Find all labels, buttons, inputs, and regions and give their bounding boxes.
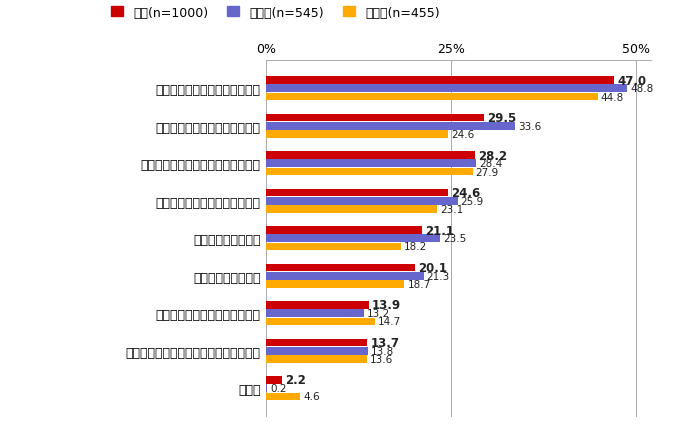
- Bar: [266, 160, 476, 168]
- Text: 2.2: 2.2: [286, 374, 306, 387]
- Text: 28.4: 28.4: [480, 159, 503, 169]
- Text: 47.0: 47.0: [617, 74, 646, 87]
- Bar: [266, 318, 374, 326]
- Text: 13.7: 13.7: [370, 336, 400, 349]
- Text: 18.7: 18.7: [407, 279, 430, 289]
- Text: 48.8: 48.8: [630, 84, 654, 94]
- Text: 29.5: 29.5: [487, 112, 517, 125]
- Bar: [266, 280, 405, 288]
- Text: 25.9: 25.9: [461, 196, 484, 206]
- Bar: [266, 168, 472, 176]
- Bar: [266, 235, 440, 243]
- Bar: [266, 243, 400, 251]
- Text: 28.2: 28.2: [477, 149, 507, 162]
- Bar: [266, 376, 282, 384]
- Bar: [266, 347, 368, 355]
- Text: 44.8: 44.8: [601, 92, 624, 102]
- Text: 24.6: 24.6: [451, 187, 480, 200]
- Legend: 全体(n=1000), 満足群(n=545), 不満群(n=455): 全体(n=1000), 満足群(n=545), 不満群(n=455): [111, 7, 440, 20]
- Text: 13.9: 13.9: [372, 299, 401, 312]
- Text: 20.1: 20.1: [418, 261, 447, 274]
- Text: 21.3: 21.3: [427, 271, 450, 281]
- Text: 21.1: 21.1: [425, 224, 454, 237]
- Bar: [266, 77, 614, 85]
- Text: 13.8: 13.8: [371, 346, 394, 356]
- Text: 4.6: 4.6: [303, 391, 320, 401]
- Text: 27.9: 27.9: [475, 167, 499, 177]
- Bar: [266, 85, 627, 93]
- Text: 13.6: 13.6: [370, 354, 393, 364]
- Bar: [266, 152, 475, 160]
- Bar: [266, 309, 364, 317]
- Bar: [266, 272, 424, 280]
- Text: 33.6: 33.6: [518, 122, 541, 132]
- Bar: [266, 122, 514, 131]
- Text: 23.1: 23.1: [440, 204, 463, 214]
- Text: 13.2: 13.2: [367, 309, 390, 319]
- Text: 23.5: 23.5: [443, 234, 466, 243]
- Bar: [266, 385, 267, 392]
- Text: 18.2: 18.2: [404, 242, 427, 252]
- Text: 0.2: 0.2: [270, 383, 287, 393]
- Bar: [266, 355, 367, 363]
- Bar: [266, 393, 300, 401]
- Bar: [266, 206, 437, 214]
- Bar: [266, 131, 448, 138]
- Bar: [266, 227, 422, 234]
- Bar: [266, 339, 368, 347]
- Bar: [266, 197, 458, 205]
- Bar: [266, 93, 598, 101]
- Bar: [266, 264, 415, 272]
- Text: 14.7: 14.7: [378, 317, 401, 327]
- Bar: [266, 189, 448, 197]
- Text: 24.6: 24.6: [451, 130, 475, 140]
- Bar: [266, 301, 369, 309]
- Bar: [266, 114, 484, 122]
